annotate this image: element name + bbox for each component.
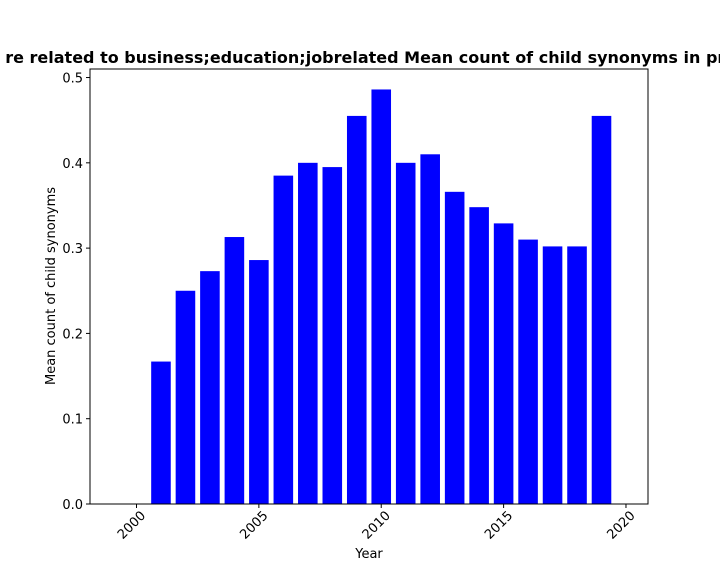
bar-2009: [346, 115, 367, 504]
y-tick-label: 0.1: [62, 413, 83, 428]
y-tick-label: 0.3: [62, 242, 83, 257]
bar-2013: [444, 191, 465, 504]
x-tick-label: 2005: [237, 509, 271, 543]
bar-2002: [175, 290, 196, 504]
bar-2015: [493, 223, 514, 504]
bar-2012: [420, 154, 440, 504]
bar-2010: [371, 89, 392, 505]
bar-2008: [322, 167, 343, 504]
bar-2018: [567, 246, 587, 505]
bar-2016: [518, 239, 538, 504]
y-tick-label: 0.4: [62, 157, 83, 172]
x-tick-label: 2000: [115, 509, 149, 543]
y-tick-label: 0.2: [62, 327, 83, 342]
bar-2001: [151, 361, 171, 504]
bar-2005: [249, 260, 269, 504]
y-axis: 0.0 0.1 0.2 0.3 0.4 0.5: [62, 72, 90, 513]
plot-frame: [89, 68, 649, 505]
x-tick-label: 2015: [482, 509, 516, 543]
x-axis-title: Year: [354, 547, 383, 562]
bars-group: [151, 89, 612, 505]
chart-title: re related to business;education;jobrela…: [5, 48, 720, 67]
bar-2017: [542, 246, 563, 505]
y-axis-title: Mean count of child synonyms: [44, 187, 59, 385]
bar-2007: [298, 162, 318, 504]
bar-2006: [273, 175, 294, 504]
bar-2019: [591, 115, 612, 504]
x-axis: 2000 2005 2010 2015 2020: [115, 504, 639, 543]
x-tick-label: 2010: [360, 509, 394, 543]
bar-2003: [200, 271, 220, 504]
bar-2011: [395, 162, 416, 504]
x-tick-label: 2020: [604, 509, 638, 543]
bar-2014: [469, 207, 489, 505]
bar-2004: [224, 237, 245, 504]
y-tick-label: 0.5: [62, 72, 83, 87]
y-tick-label: 0.0: [62, 498, 83, 513]
